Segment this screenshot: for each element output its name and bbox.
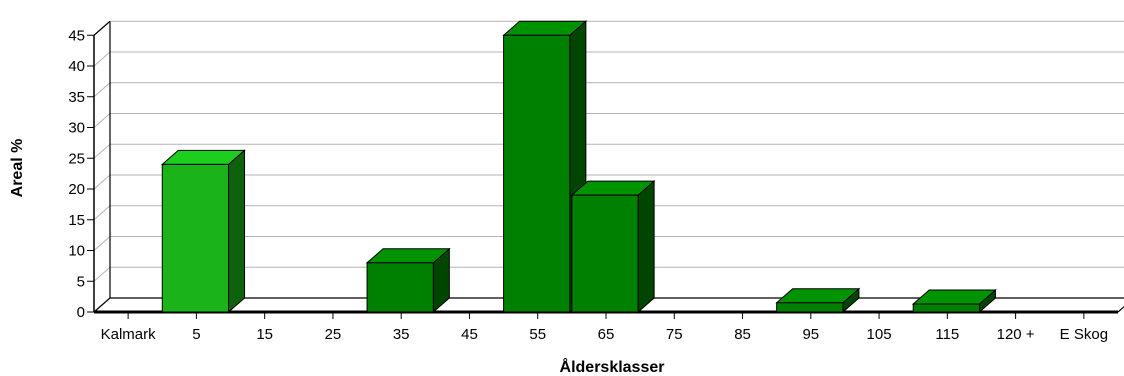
x-tick-label: 55 — [529, 326, 546, 343]
x-tick-label: 35 — [393, 326, 410, 343]
x-tick-label: 75 — [666, 326, 683, 343]
x-tick-label: 105 — [867, 326, 892, 343]
gridline-depth — [93, 82, 111, 98]
gridline-depth — [93, 113, 111, 128]
gridline-depth — [93, 51, 111, 67]
x-tick-label: 65 — [598, 326, 615, 343]
bar-65 — [570, 180, 656, 314]
x-tick-label: 5 — [192, 326, 200, 343]
floor-left-edge — [93, 297, 111, 313]
floor-right-edge — [1117, 305, 1124, 313]
y-tick-label: 0 — [77, 304, 85, 321]
bar-55 — [502, 20, 588, 314]
y-tick-labels: 0 5 10 15 20 25 30 35 40 45 — [68, 27, 85, 321]
x-tick-label: 85 — [734, 326, 751, 343]
y-axis-top-depth — [93, 20, 111, 36]
gridline-depth — [93, 174, 111, 190]
bar-front — [366, 262, 434, 313]
y-tick-label: 30 — [68, 120, 85, 137]
bar-front — [161, 163, 230, 313]
y-tick-label: 5 — [77, 273, 85, 290]
y-tick-label: 25 — [68, 150, 85, 167]
bar-5 — [160, 149, 246, 314]
bar-35 — [365, 247, 451, 314]
bars — [160, 20, 997, 314]
bar-115 — [911, 288, 997, 314]
x-tick-label: 45 — [461, 326, 478, 343]
x-tick-label: 15 — [256, 326, 273, 343]
y-tick-label: 10 — [68, 243, 85, 260]
gridline-depth — [93, 236, 111, 251]
x-tick-label: 120 + — [997, 326, 1035, 343]
y-tick-label: 40 — [68, 58, 85, 75]
bar-front — [503, 34, 571, 313]
bar-front — [776, 302, 844, 313]
bar-front — [912, 303, 980, 313]
bar-side — [637, 180, 655, 314]
gridline-depth — [93, 143, 111, 159]
y-tick-label: 45 — [68, 27, 85, 44]
gridline-depth — [93, 266, 111, 282]
y-axis-title: Areal % — [9, 139, 26, 198]
x-tick-label: E Skog — [1060, 326, 1108, 343]
x-tick-label: 95 — [802, 326, 819, 343]
gridline-depth — [93, 205, 111, 221]
x-axis-title: Åldersklasser — [560, 357, 665, 376]
x-tick-label: 115 — [935, 326, 959, 343]
y-tick-label: 35 — [68, 89, 85, 106]
y-tick-label: 15 — [68, 212, 85, 229]
x-tick-labels: Kalmark 5 15 25 35 45 55 65 75 85 95 105 115 120 + E S… — [101, 326, 1108, 343]
bar-front — [571, 194, 639, 313]
bar-95 — [775, 287, 861, 314]
x-tick-label: 25 — [325, 326, 342, 343]
x-tick-label: Kalmark — [101, 326, 157, 343]
bar-side — [228, 149, 246, 314]
y-tick-label: 20 — [68, 181, 85, 198]
